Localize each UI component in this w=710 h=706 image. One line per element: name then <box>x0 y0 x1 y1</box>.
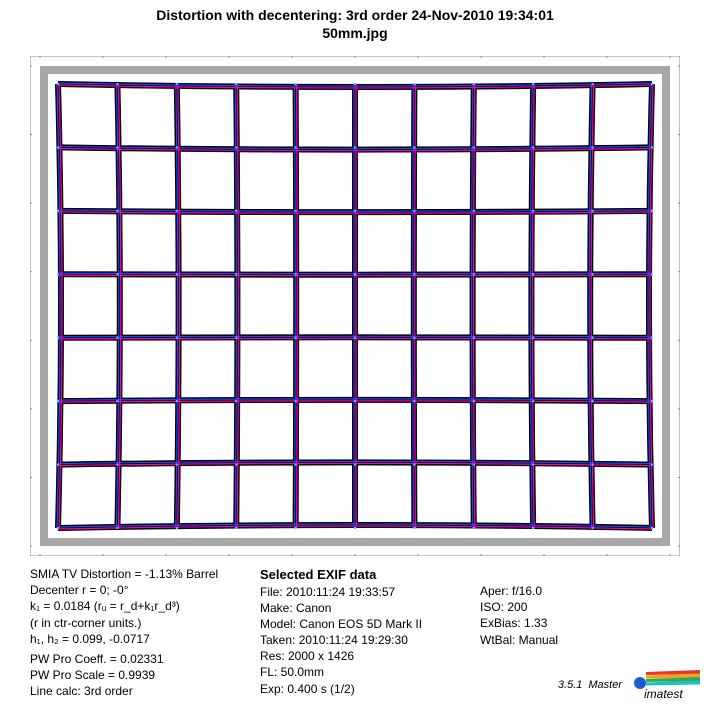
exif-wtbal: WtBal: Manual <box>480 632 600 648</box>
exif-exbias: ExBias: 1.33 <box>480 615 600 631</box>
h1-h2: h₁, h₂ = 0.099, -0.0717 <box>30 631 260 647</box>
exif-header: Selected EXIF data <box>260 566 480 584</box>
exif-res: Res: 2000 x 1426 <box>260 648 480 664</box>
imatest-logo: imatest <box>628 670 700 700</box>
k1-formula: k₁ = 0.0184 (rᵤ = r_d+k₁r_d³) <box>30 598 260 614</box>
smia-distortion: SMIA TV Distortion = -1.13% Barrel <box>30 566 260 582</box>
pw-scale: PW Pro Scale = 0.9939 <box>30 667 260 683</box>
decenter: Decenter r = 0; -0° <box>30 582 260 598</box>
line-calc: Line calc: 3rd order <box>30 683 260 699</box>
exif-model: Model: Canon EOS 5D Mark II <box>260 616 480 632</box>
pw-coeff: PW Pro Coeff. = 0.02331 <box>30 651 260 667</box>
exif-fl: FL: 50.0mm <box>260 664 480 680</box>
exif-iso: ISO: 200 <box>480 599 600 615</box>
distortion-chart <box>30 56 680 556</box>
exif-make: Make: Canon <box>260 600 480 616</box>
chart-title: Distortion with decentering: 3rd order 2… <box>0 6 710 42</box>
svg-text:imatest: imatest <box>644 687 683 700</box>
exif-file: File: 2010:11:24 19:33:57 <box>260 584 480 600</box>
r-units: (r in ctr-corner units.) <box>30 615 260 631</box>
version: 3.5.1 <box>558 679 582 691</box>
title-line-1: Distortion with decentering: 3rd order 2… <box>156 7 554 23</box>
title-line-2: 50mm.jpg <box>322 25 387 41</box>
edition: Master <box>588 679 622 691</box>
exif-data: Selected EXIF data File: 2010:11:24 19:3… <box>260 566 480 700</box>
exif-taken: Taken: 2010:11:24 19:29:30 <box>260 632 480 648</box>
distortion-params: SMIA TV Distortion = -1.13% Barrel Decen… <box>30 566 260 700</box>
exif-exp: Exp: 0.400 s (1/2) <box>260 681 480 697</box>
footer: 3.5.1 Master imatest <box>558 670 700 700</box>
exif-aper: Aper: f/16.0 <box>480 583 600 599</box>
